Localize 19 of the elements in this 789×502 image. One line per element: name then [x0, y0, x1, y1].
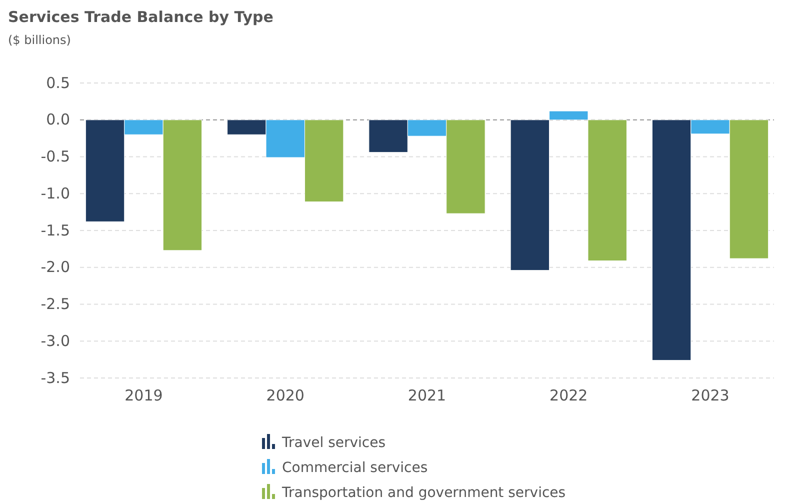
- y-tick-label: -1.5: [40, 221, 70, 240]
- x-tick-label: 2019: [124, 386, 163, 405]
- y-tick-label: 0.0: [46, 110, 70, 129]
- y-tick-label: 0.5: [46, 74, 70, 92]
- y-tick-label: -1.0: [40, 184, 70, 202]
- legend-label: Travel services: [281, 435, 386, 451]
- x-tick-label: 2022: [550, 386, 588, 405]
- x-tick-label: 2020: [266, 386, 304, 405]
- chart-subtitle: ($ billions): [8, 33, 71, 47]
- y-tick-label: -3.5: [40, 368, 70, 387]
- legend-label: Transportation and government services: [281, 485, 566, 501]
- y-tick-label: -0.5: [40, 148, 70, 166]
- y-tick-label: -3.0: [40, 332, 70, 350]
- legend-label: Commercial services: [282, 460, 428, 476]
- y-tick-label: -2.5: [40, 295, 70, 314]
- y-tick-label: -2.0: [40, 258, 70, 276]
- x-tick-label: 2023: [691, 386, 730, 405]
- chart-title: Services Trade Balance by Type: [8, 8, 274, 26]
- x-tick-label: 2021: [408, 386, 446, 405]
